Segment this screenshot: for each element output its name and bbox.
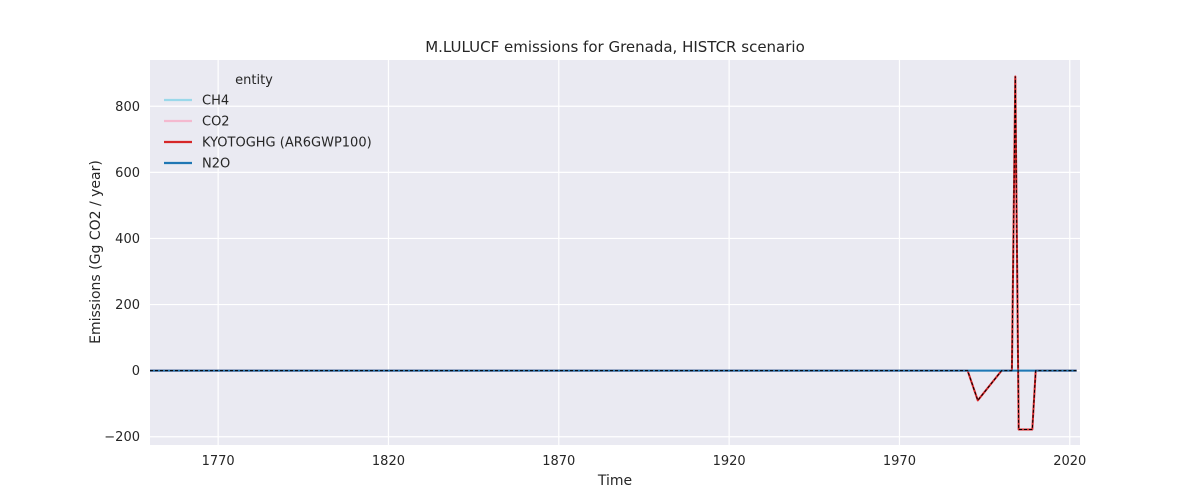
x-tick-label: 1820 bbox=[372, 454, 405, 469]
x-axis-label: Time bbox=[597, 473, 632, 489]
x-tick-label: 2020 bbox=[1053, 454, 1086, 469]
grid bbox=[150, 60, 1080, 445]
legend-item-label: CO2 bbox=[202, 115, 230, 130]
plot-area bbox=[150, 60, 1080, 445]
legend-item-label: KYOTOGHG (AR6GWP100) bbox=[202, 136, 372, 151]
legend-item-label: N2O bbox=[202, 157, 230, 172]
x-tick-label: 1770 bbox=[202, 454, 235, 469]
y-tick-label: 200 bbox=[115, 298, 140, 313]
legend-title: entity bbox=[235, 73, 273, 88]
y-axis-label: Emissions (Gg CO2 / year) bbox=[88, 160, 104, 344]
dashed-total-line bbox=[150, 76, 1077, 430]
y-tick-labels: −200 0 200 400 600 800 bbox=[104, 100, 140, 445]
y-tick-label: 800 bbox=[115, 100, 140, 115]
y-tick-label: 400 bbox=[115, 232, 140, 247]
y-tick-label: 600 bbox=[115, 166, 140, 181]
y-tick-label: 0 bbox=[132, 364, 140, 379]
x-tick-label: 1870 bbox=[542, 454, 575, 469]
y-tick-label: −200 bbox=[104, 430, 140, 445]
series-lines bbox=[150, 75, 1077, 431]
x-tick-label: 1970 bbox=[883, 454, 916, 469]
x-tick-label: 1920 bbox=[713, 454, 746, 469]
x-tick-labels: 1770 1820 1870 1920 1970 2020 bbox=[202, 454, 1087, 469]
legend: entity CH4 CO2 KYOTOGHG (AR6GWP100) N2O bbox=[164, 73, 372, 172]
legend-item-label: CH4 bbox=[202, 94, 229, 109]
chart-title: M.LULUCF emissions for Grenada, HISTCR s… bbox=[425, 38, 805, 56]
